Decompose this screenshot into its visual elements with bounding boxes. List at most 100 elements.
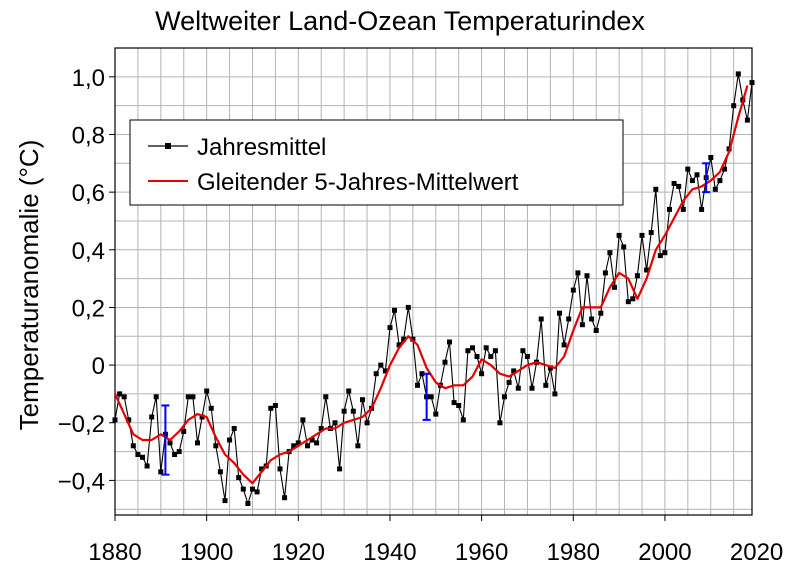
annual-mean-point [433,411,439,417]
annual-mean-point [524,354,530,359]
annual-mean-point [231,426,237,431]
annual-mean-point [236,475,242,480]
annual-mean-point [419,371,425,377]
legend: Jahresmittel Gleitender 5-Jahres-Mittelw… [129,119,624,206]
annual-mean-point [566,316,572,322]
annual-mean-point [497,420,503,426]
annual-mean-point [552,391,558,397]
annual-mean-point [625,299,631,305]
annual-mean-point [332,420,338,426]
annual-mean-point [268,405,274,411]
annual-mean-point [662,250,668,256]
annual-mean-point [621,244,627,250]
annual-mean-point [634,273,640,279]
annual-mean-point [213,443,219,449]
annual-mean-point [657,253,663,259]
x-tick-label: 1980 [547,539,600,566]
grid-lines [115,48,752,515]
annual-mean-point [502,394,507,400]
y-tick-label: 0 [92,353,105,380]
annual-mean-point [167,440,173,446]
annual-mean-point [671,181,677,186]
annual-mean-point [648,230,654,235]
y-tick-label: −0,4 [58,468,105,495]
annual-mean-point [259,466,265,472]
annual-mean-point [149,414,155,420]
annual-mean-point [676,183,682,189]
annual-mean-point [117,391,123,397]
annual-mean-point [694,172,700,178]
annual-mean-point [589,316,595,322]
annual-mean-point [382,368,388,374]
annual-mean-point [217,469,223,475]
annual-mean-point [314,440,320,446]
annual-mean-point [227,437,233,443]
y-tick-label: 1,0 [72,65,105,92]
annual-mean-point [323,394,329,400]
annual-mean-point [405,304,411,310]
annual-mean-point [277,466,283,472]
annual-mean-point [387,325,393,331]
annual-mean-point [460,417,466,423]
chart-title: Weltweiter Land-Ozean Temperaturindex [155,6,645,36]
annual-mean-point [415,382,420,388]
annual-mean-point [350,408,356,414]
annual-mean-point [126,417,132,423]
annual-mean-point [538,316,544,322]
annual-mean-point [529,385,535,391]
annual-mean-point [689,178,695,184]
annual-mean-point [144,463,150,469]
annual-mean-point [185,394,191,400]
uncertainty-bars [161,162,711,476]
annual-mean-point [547,365,553,371]
annual-mean-point [337,466,343,472]
y-tick-label: 0,4 [72,238,105,265]
y-axis-ticks: −0,4 −0,2 0 0,2 0,4 0,6 0,8 1,0 [58,65,115,495]
annual-mean-point [355,443,361,449]
series-annual-mean [112,71,755,506]
annual-mean-point [598,310,604,316]
annual-mean-point [181,428,187,434]
annual-mean-point [667,206,672,212]
legend-annual-marker [165,143,171,149]
annual-mean-point [579,322,585,328]
annual-mean-point [456,403,462,408]
x-tick-label: 2020 [730,539,783,566]
annual-mean-point [653,186,659,192]
x-tick-label: 1880 [88,539,141,566]
annual-mean-point [240,486,246,492]
annual-mean-point [396,342,402,348]
annual-mean-point [282,495,288,501]
annual-mean-point [731,103,737,109]
y-tick-label: 0,2 [72,295,105,322]
annual-mean-point [309,437,315,443]
annual-mean-point [749,80,755,86]
annual-mean-point [428,394,434,400]
annual-mean-point [140,454,145,460]
x-axis-ticks: 1880 1900 1920 1940 1960 1980 2000 2020 [88,515,783,566]
y-tick-label: 0,6 [72,180,105,207]
annual-mean-point [130,443,136,449]
annual-mean-point [717,178,723,184]
annual-mean-point [204,388,210,394]
annual-mean-point [483,345,489,351]
annual-mean-point [447,339,452,345]
annual-mean-point [442,359,448,365]
annual-mean-point [712,186,718,192]
annual-mean-point [190,394,196,400]
annual-mean-point [378,362,384,368]
annual-mean-point [744,117,750,123]
annual-mean-point [254,489,260,495]
annual-mean-point [644,267,650,273]
annual-mean-point [607,250,613,256]
annual-mean-point [245,501,251,506]
annual-mean-point [135,452,141,457]
annual-mean-point [392,307,397,313]
annual-mean-point [305,443,310,449]
annual-mean-point [708,155,714,160]
annual-mean-point [250,486,255,492]
annual-mean-point [699,206,705,212]
legend-smooth-label: Gleitender 5-Jahres-Mittelwert [197,169,519,196]
annual-mean-point [561,342,567,348]
annual-mean-point [346,388,352,394]
